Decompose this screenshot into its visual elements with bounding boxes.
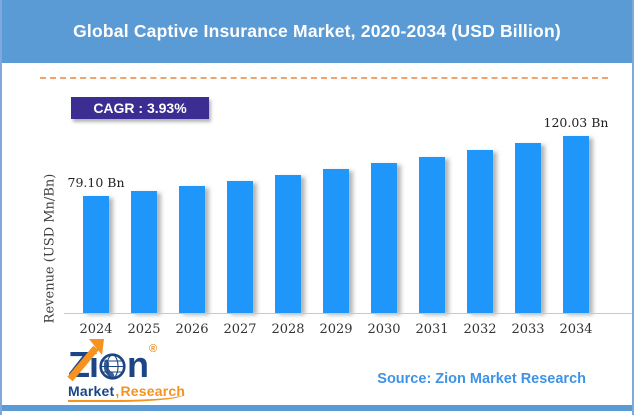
- bar-2028: [275, 175, 301, 313]
- x-tick-2033: 2033: [511, 322, 545, 337]
- logo-tagline-research: Research: [120, 383, 186, 399]
- bar-2031: [419, 157, 445, 313]
- bar-2026: [179, 186, 205, 313]
- dashed-divider: [40, 77, 608, 79]
- cagr-badge-label: CAGR : 3.93%: [93, 100, 187, 116]
- source-attribution: Source: Zion Market Research: [377, 371, 586, 387]
- chart-title: Global Captive Insurance Market, 2020-20…: [73, 21, 561, 41]
- logo-tagline-market: Market: [68, 383, 115, 399]
- bar-2029: [323, 169, 349, 313]
- bar-2032: [467, 150, 493, 313]
- title-band: Global Captive Insurance Market, 2020-20…: [2, 0, 632, 63]
- logo-globe-icon: [99, 353, 126, 380]
- x-tick-2032: 2032: [463, 322, 497, 337]
- x-tick-2024: 2024: [79, 322, 113, 337]
- logo-letter-z: Z: [68, 344, 90, 385]
- x-tick-2025: 2025: [127, 322, 161, 337]
- bar-2027: [227, 181, 253, 313]
- registered-trademark-icon: ®: [149, 343, 157, 355]
- x-tick-2029: 2029: [319, 322, 353, 337]
- logo-tagline: Market , Research: [68, 383, 186, 402]
- bar-2030: [371, 163, 397, 313]
- logo-letter-n: n: [127, 344, 149, 385]
- logo-tagline-comma: ,: [115, 383, 120, 399]
- bar-2025: [131, 191, 157, 313]
- x-tick-2027: 2027: [223, 322, 257, 337]
- x-tick-2031: 2031: [415, 322, 449, 337]
- bar-2024: [83, 196, 109, 313]
- x-axis-line: [64, 313, 632, 314]
- x-tick-2034: 2034: [559, 322, 593, 337]
- bar-2034: [563, 136, 589, 313]
- bottom-border-bar: [2, 405, 632, 411]
- bar-2033: [515, 143, 541, 313]
- logo-letter-i: i: [89, 344, 99, 385]
- x-tick-2028: 2028: [271, 322, 305, 337]
- first-bar-value-label: 79.10 Bn: [67, 175, 125, 190]
- x-tick-2030: 2030: [367, 322, 401, 337]
- last-bar-value-label: 120.03 Bn: [543, 115, 609, 130]
- cagr-badge: CAGR : 3.93%: [71, 97, 209, 119]
- x-tick-2026: 2026: [175, 322, 209, 337]
